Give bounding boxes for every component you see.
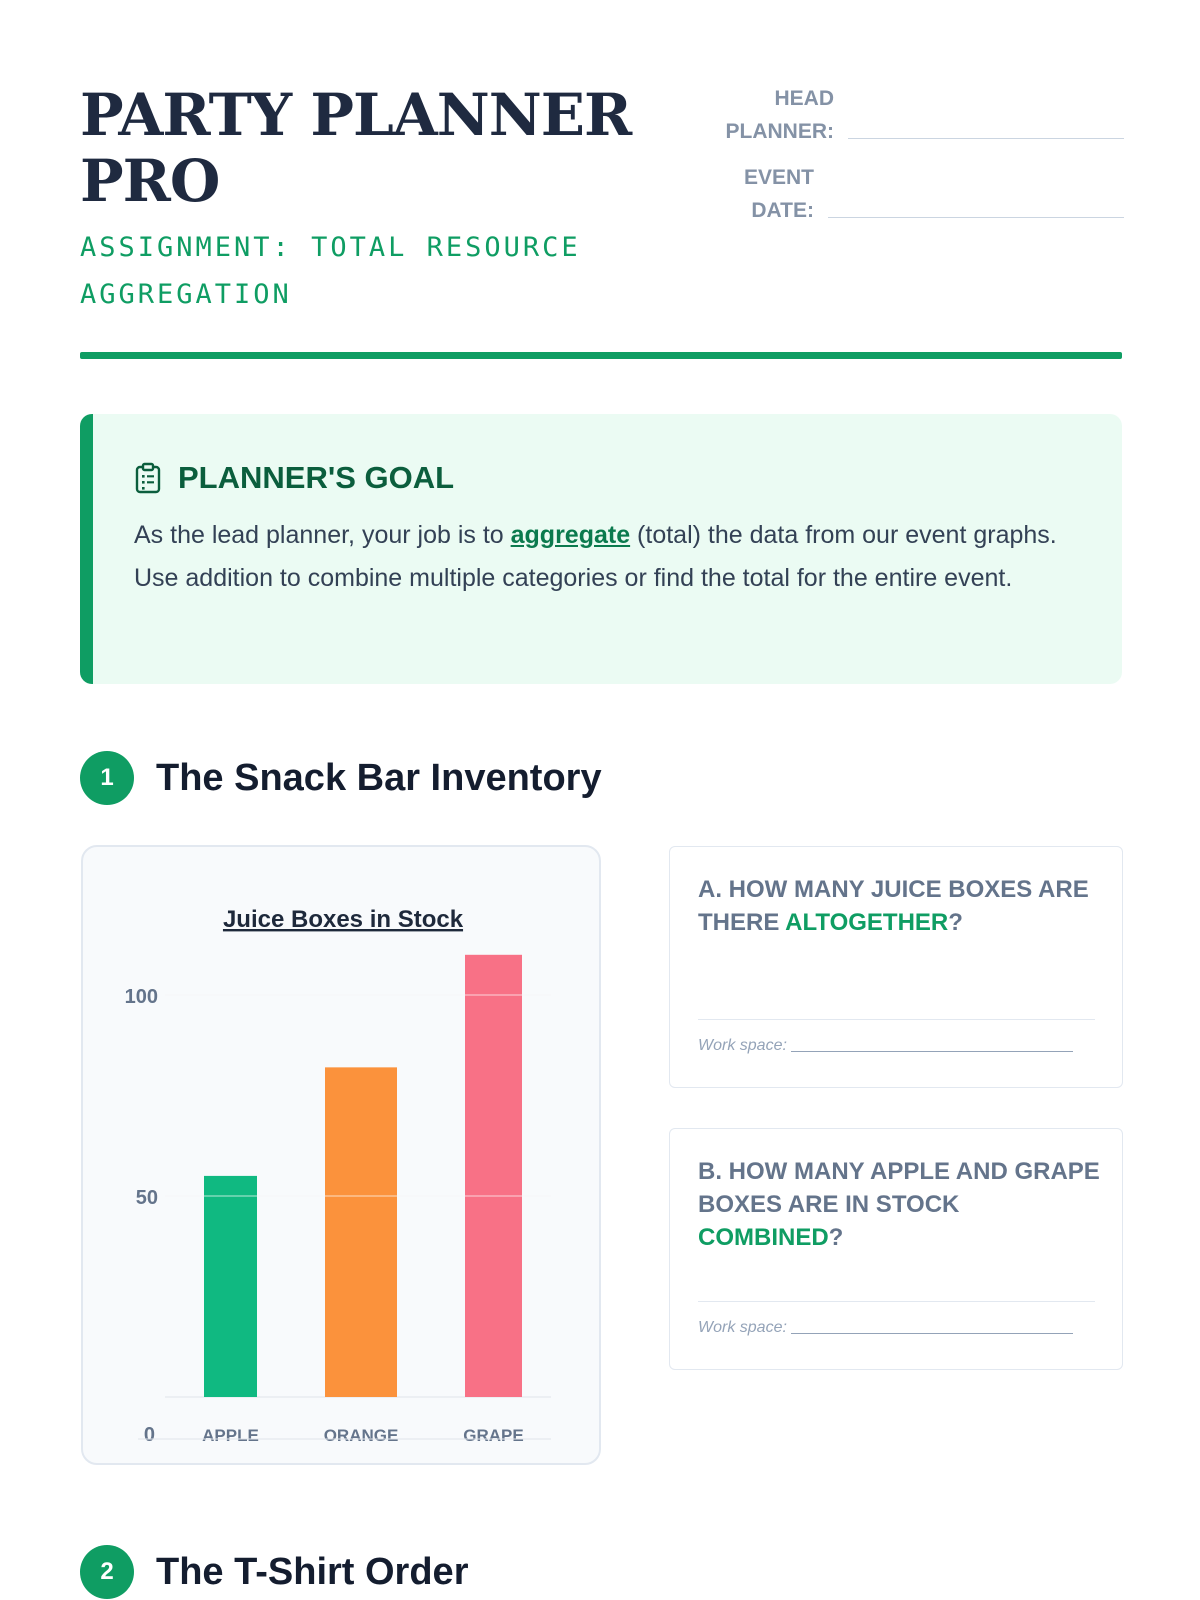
head-planner-blank[interactable] [848,138,1124,139]
question-a-prefix: A. How many juice boxes are there [698,876,1089,936]
question-card-a: A. How many juice boxes are there altoge… [669,846,1123,1088]
answer-line[interactable] [698,1019,1095,1020]
work-space: Work space: [698,1319,1073,1337]
chart-title: Juice Boxes in Stock [223,906,464,933]
question-b-text: B. How many apple and grape boxes are in… [698,1155,1103,1254]
section-number-badge: 1 [80,751,134,805]
section-heading: 2 The T-Shirt Order [80,1545,468,1599]
section-heading: 1 The Snack Bar Inventory [80,751,602,805]
question-b-suffix: ? [828,1224,844,1251]
question-card-b: B. How many apple and grape boxes are in… [669,1128,1123,1370]
question-b-prefix: B. How many apple and grape boxes are in… [698,1158,1100,1218]
event-date-blank[interactable] [828,217,1124,218]
goal-keyword: aggregate [510,521,631,549]
goal-title: PLANNER'S GOAL [178,460,455,495]
question-a-text: A. How many juice boxes are there altoge… [698,873,1103,939]
x-tick-label: APPLE [202,1426,259,1445]
bar-apple [204,1175,257,1397]
x-tick-label: GRAPE [463,1426,523,1445]
section-number-badge: 2 [80,1545,134,1599]
work-space: Work space: [698,1037,1073,1055]
goal-text-after: (total) the data from our event graphs. … [134,521,1057,592]
question-a-suffix: ? [948,909,963,936]
goal-text-before: As the lead planner, your job is to [134,521,511,549]
question-a-highlight: altogether [785,909,949,936]
juice-boxes-bar-chart: Juice Boxes in Stock 0 50 100 APPLE ORANGE GRA… [125,906,551,1446]
header-divider [80,352,1122,359]
assignment-subtitle: ASSIGNMENT: TOTAL RESOURCE AGGREGATION [80,232,581,310]
goal-accent-bar [80,414,93,684]
work-space-blank[interactable] [790,1051,1073,1052]
work-space-label: Work space: [698,1319,787,1336]
bar-orange [325,1067,397,1397]
juice-boxes-chart-card: Juice Boxes in Stock 0 50 100 APPLE ORANGE GRA… [81,845,601,1465]
question-b-highlight: combined [698,1224,829,1251]
bar-grape [465,954,522,1397]
event-date-field: EVENT DATE: [712,161,1124,227]
event-date-label: EVENT DATE: [743,166,814,222]
x-tick-label: ORANGE [324,1426,399,1445]
goal-heading: PLANNER'S GOAL [134,460,454,496]
head-planner-field: HEAD PLANNER: [712,82,1124,148]
work-space-label: Work space: [698,1037,787,1054]
y-tick-label: 50 [136,1187,158,1209]
page-title: PARTY PLANNER PRO [80,81,632,215]
goal-description: As the lead planner, your job is to aggr… [134,514,1094,600]
worksheet-header: PARTY PLANNER PRO ASSIGNMENT: TOTAL RESO… [80,81,1124,360]
y-tick-label: 0 [144,1424,155,1446]
section-title: The T-Shirt Order [156,1550,469,1593]
planner-goal-callout: PLANNER'S GOAL As the lead planner, your… [80,414,1122,684]
y-tick-label: 100 [125,986,158,1008]
answer-line[interactable] [698,1301,1095,1302]
head-planner-label: HEAD PLANNER: [725,87,835,143]
section-title: The Snack Bar Inventory [156,756,602,799]
work-space-blank[interactable] [790,1333,1073,1334]
clipboard-icon [135,462,161,494]
